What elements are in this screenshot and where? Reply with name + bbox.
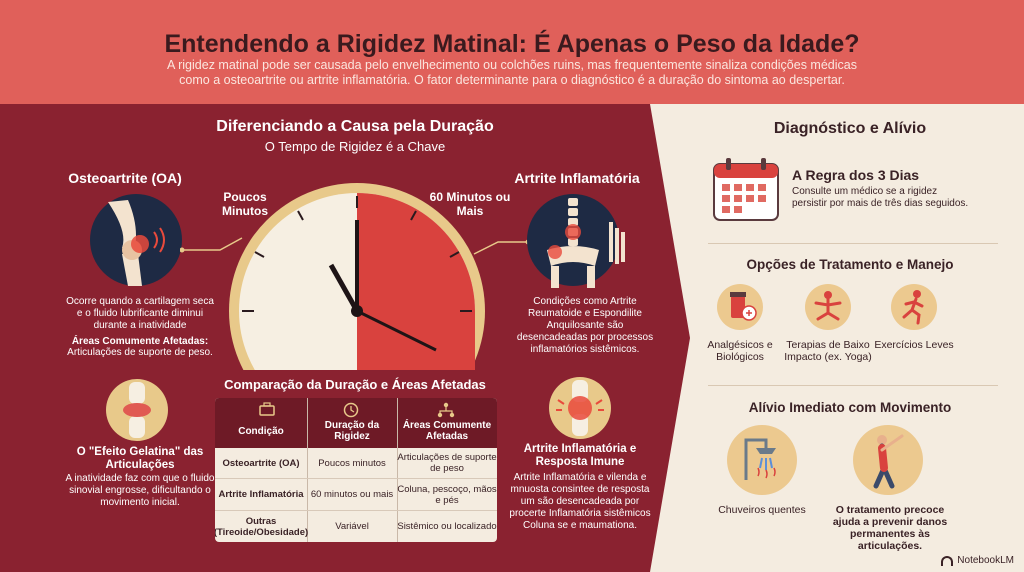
rule-title: A Regra dos 3 Dias [792, 167, 920, 183]
treatment-item-exercise: Exercícios Leves [874, 339, 954, 351]
oa-areas-label: Áreas Comumente Afetadas: [71, 336, 209, 347]
clock-left-label: Poucos Minutos [222, 190, 268, 218]
exercise-icon [891, 284, 937, 330]
table-header-condition: Condição [238, 425, 284, 437]
inflamed-joint-icon [549, 377, 611, 439]
page-title: Entendendo a Rigidez Matinal: É Apenas o… [164, 30, 860, 58]
table-row-3-areas: Sistêmico ou localizado [397, 521, 497, 532]
calendar-icon [713, 158, 779, 221]
duration-clock [229, 183, 485, 370]
table-row-1-areas: Articulações de suporte de peso [397, 452, 497, 474]
divider-1 [708, 243, 998, 244]
connector-oa [180, 237, 243, 253]
section-subtitle-duration: O Tempo de Rigidez é a Chave [264, 139, 446, 154]
gelatin-knee-icon [106, 379, 168, 441]
clock-icon [343, 402, 359, 418]
medicine-icon [717, 284, 763, 330]
treatment-item-low-impact: Terapias de Baixo Impacto (ex. Yoga) [784, 339, 872, 363]
relief-item-early-treatment: O tratamento precoce ajuda a prevenir da… [832, 504, 948, 552]
treatment-item-analgesics: Analgésicos e Biológicos [707, 339, 773, 363]
table-header-duration: Duração da Rigidez [324, 420, 380, 442]
table-row-3-condition: Outras (Tireoide/Obesidade) [215, 515, 309, 538]
immune-description: Artrite Inflamatória e vilenda e mnuosta… [509, 472, 651, 531]
right-title: Diagnóstico e Alívio [773, 120, 927, 137]
page-subtitle: A rigidez matinal pode ser causada pelo … [167, 58, 857, 87]
skeleton-spine-icon [527, 194, 625, 288]
briefcase-icon [259, 402, 275, 416]
oa-title: Osteoartrite (OA) [68, 170, 182, 186]
table-header-areas: Áreas Comumente Afetadas [402, 420, 492, 442]
section-title-duration: Diferenciando a Causa pela Duração [216, 118, 494, 135]
table-row-1-duration: Poucos minutos [318, 457, 386, 469]
footer-brand: NotebookLM [941, 555, 1014, 566]
table-title: Comparação da Duração e Áreas Afetadas [224, 377, 486, 392]
notebooklm-logo-icon [941, 555, 954, 566]
oa-description: Ocorre quando a cartilagem seca e o flui… [66, 296, 214, 331]
footer-brand-label: NotebookLM [957, 555, 1014, 566]
ai-title: Artrite Inflamatória [514, 170, 640, 186]
relief-title: Alívio Imediato com Movimento [748, 400, 952, 415]
oa-areas-value: Articulações de suporte de peso. [67, 347, 213, 358]
shower-icon [727, 425, 797, 495]
header-banner: Entendendo a Rigidez Matinal: É Apenas o… [0, 0, 1024, 104]
gel-description: A inatividade faz com que o fluido sinov… [65, 473, 215, 508]
ai-description: Condições como Artrite Reumatoide e Espo… [516, 296, 654, 355]
network-icon [437, 402, 455, 418]
gel-title: O "Efeito Gelatina" das Articulações [76, 446, 204, 471]
comparison-table: Condição Duração da Rigidez Áreas Comume… [215, 398, 497, 542]
immune-title: Artrite Inflamatória e Resposta Imune [523, 443, 637, 468]
rule-description: Consulte um médico se a rigidez persisti… [792, 186, 969, 209]
yoga-icon [805, 284, 851, 330]
divider-2 [708, 385, 998, 386]
table-row-3-duration: Variável [335, 521, 369, 532]
table-row-2-duration: 60 minutos ou mais [310, 489, 394, 500]
stretching-person-icon [853, 425, 923, 495]
knee-oa-icon [90, 194, 182, 286]
table-row-2-areas: Coluna, pescoço, mãos e pés [397, 483, 497, 506]
table-row-1-condition: Osteoartrite (OA) [222, 457, 300, 469]
relief-item-shower: Chuveiros quentes [718, 504, 806, 516]
clock-right-label: 60 Minutos ou Mais [429, 190, 511, 218]
treatment-title: Opções de Tratamento e Manejo [746, 257, 954, 272]
table-row-2-condition: Artrite Inflamatória [218, 489, 304, 500]
